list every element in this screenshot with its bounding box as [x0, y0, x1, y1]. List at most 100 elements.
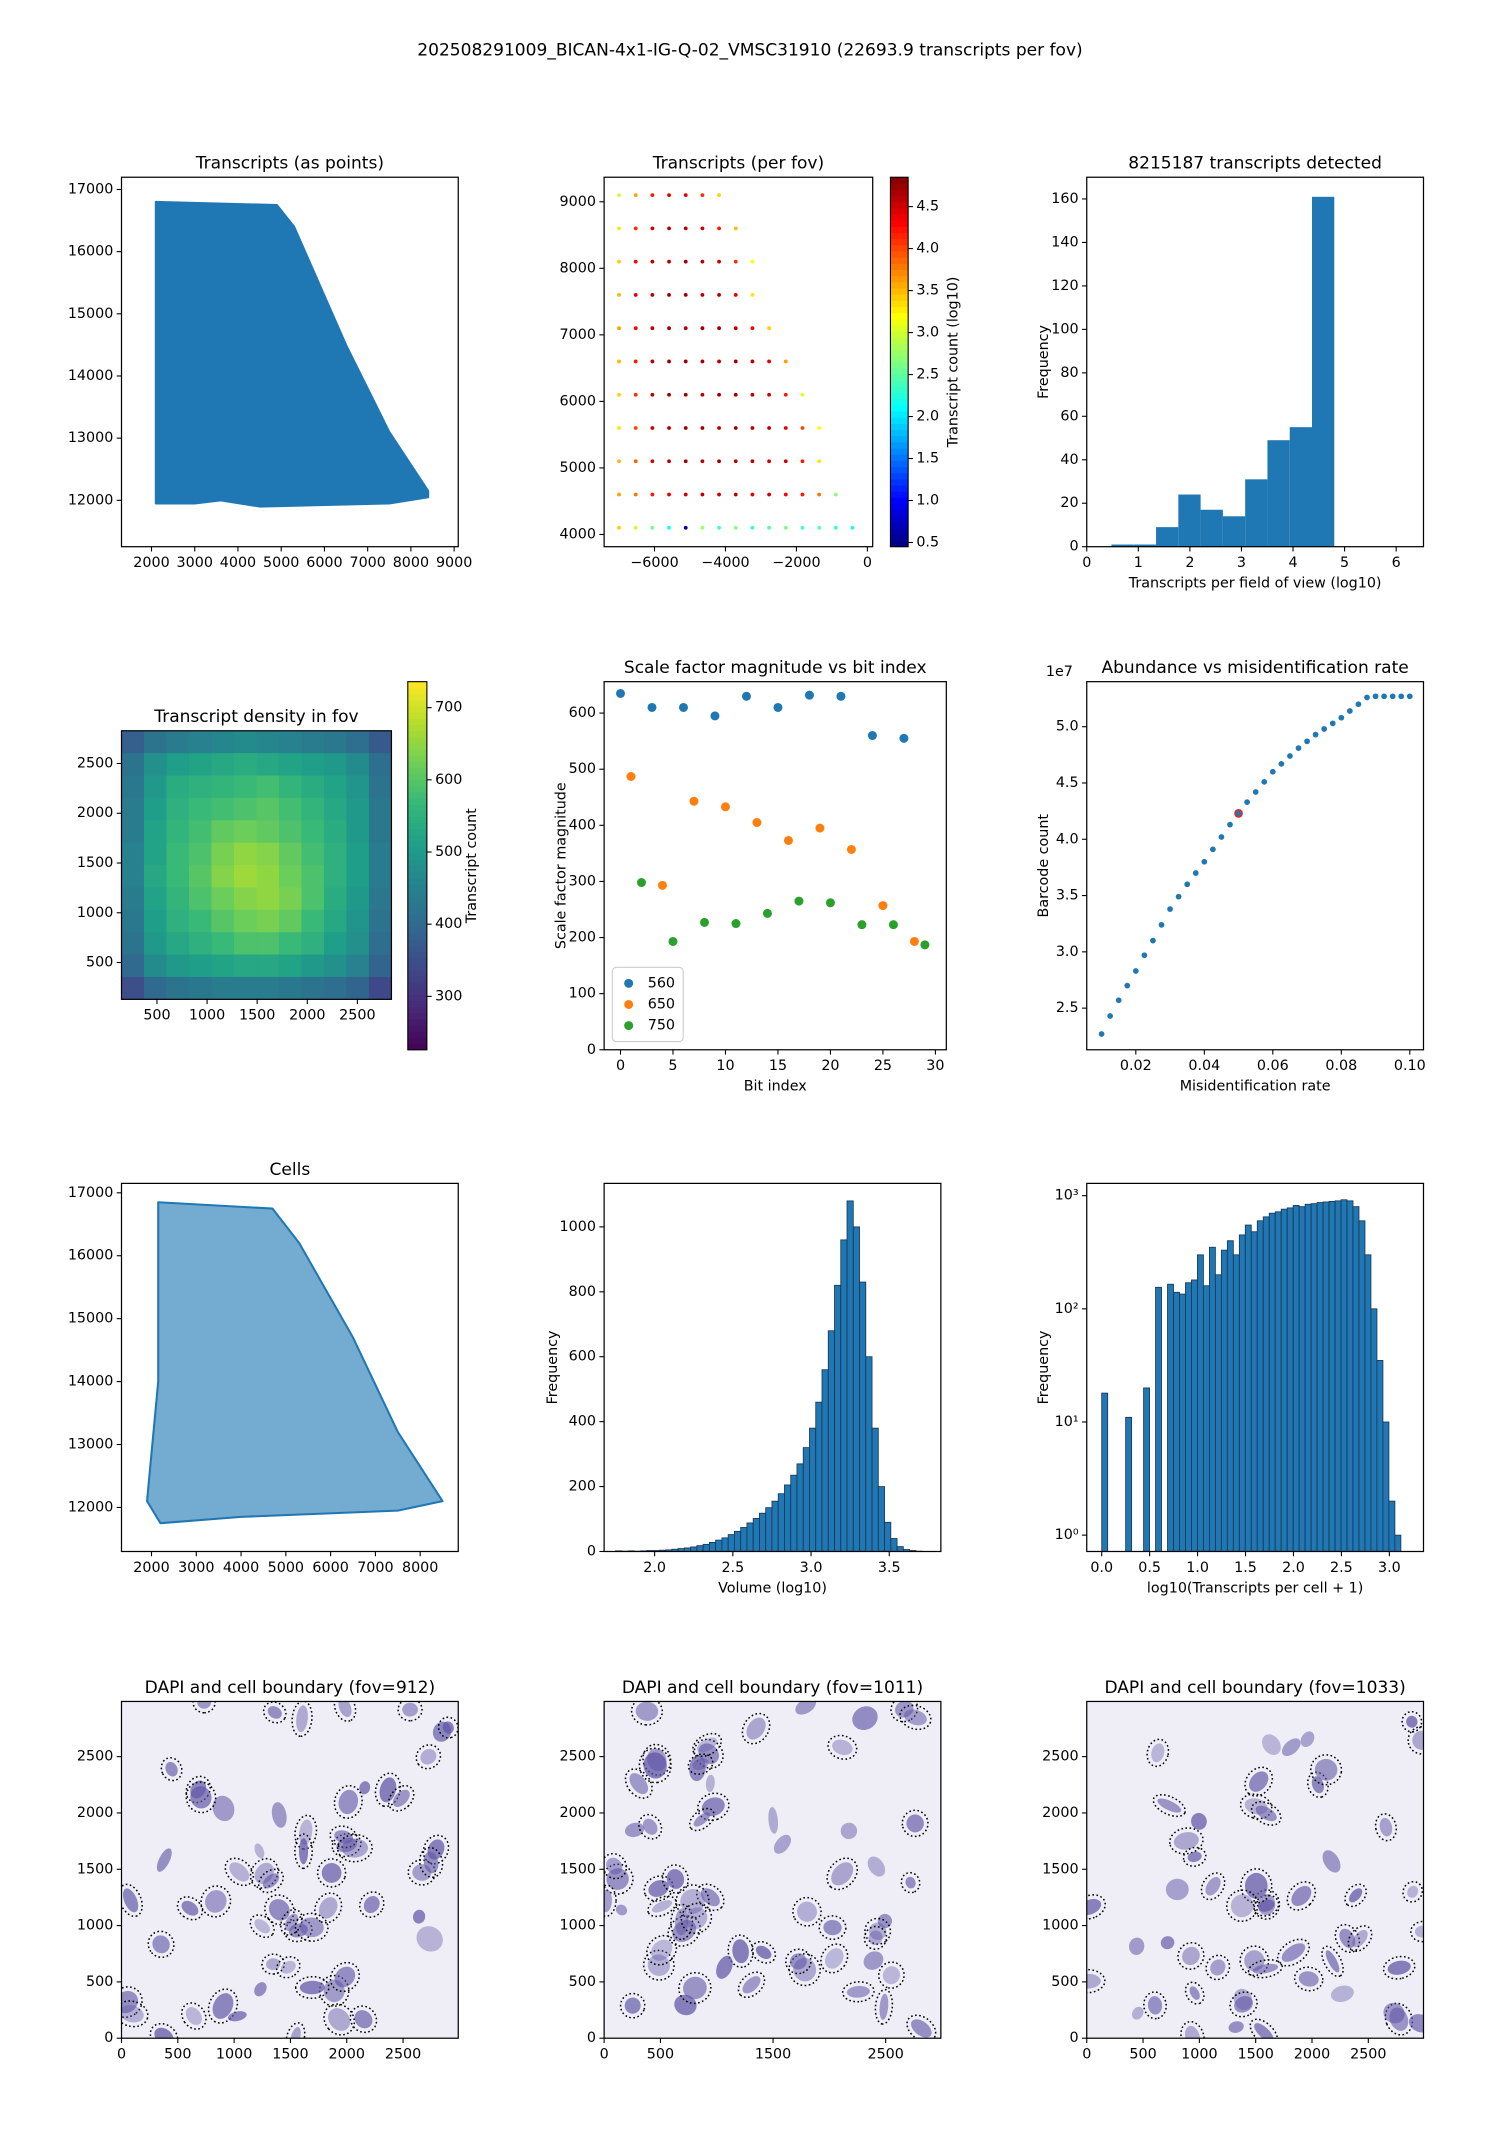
nucleus: [1383, 2002, 1405, 2024]
panel: Abundance vs misidentification rate 0.02 0…: [1036, 658, 1426, 1095]
bar: [1286, 1207, 1294, 1552]
axes-frame: [120, 730, 393, 1000]
cell-boundary: [1253, 1894, 1280, 1917]
bar: [1238, 1234, 1246, 1552]
nucleus: [1160, 1936, 1175, 1950]
point: [717, 293, 721, 297]
y-tick-label: 17000: [68, 1185, 113, 1201]
heat-cell: [368, 775, 392, 799]
point: [650, 359, 655, 364]
cell-boundary: [661, 1864, 689, 1894]
heat-cell: [346, 954, 370, 978]
heat-cell: [278, 932, 303, 956]
nucleus: [698, 1743, 720, 1765]
colorbar-swatch: [890, 485, 909, 492]
heat-cell: [188, 909, 213, 933]
panel-title: Transcripts (per fov): [652, 154, 824, 174]
y-tick-label: 500: [1051, 1974, 1078, 1990]
point: [783, 525, 788, 530]
nucleus: [229, 1862, 250, 1882]
plot-area: [615, 1200, 923, 1552]
point: [817, 426, 822, 430]
bar: [702, 1543, 710, 1552]
point: [650, 293, 655, 297]
heat-cell: [121, 976, 145, 1000]
bar: [727, 1534, 735, 1552]
nucleus: [296, 1705, 308, 1733]
heat-cell: [143, 976, 168, 1000]
bar: [1208, 1246, 1216, 1552]
y-tick-label: 1500: [560, 1861, 596, 1877]
heat-cell: [188, 842, 213, 866]
axes-frame: [120, 176, 459, 548]
point: [683, 392, 688, 397]
cell-boundary: [1177, 1941, 1205, 1970]
axes-frame: [120, 1182, 459, 1553]
nucleus: [696, 1737, 718, 1753]
cell-boundary: [1239, 1945, 1270, 1977]
cell-boundary: [1276, 1938, 1310, 1967]
cell-boundary: [1384, 2002, 1414, 2036]
y-axis-label: Frequency: [1036, 1330, 1052, 1404]
nucleus: [328, 2008, 351, 2031]
point: [1158, 921, 1165, 928]
nucleus: [1314, 1758, 1338, 1781]
x-tick-label: 0: [616, 1058, 625, 1074]
axis-offset-text: 1e7: [1046, 664, 1073, 680]
nucleus: [185, 2007, 202, 2026]
point: [667, 392, 671, 397]
point: [1261, 778, 1268, 785]
heat-cell: [301, 887, 325, 911]
cell-boundary: [316, 1858, 347, 1888]
colorbar-swatch: [890, 355, 909, 363]
y-tick-label: 16000: [68, 244, 113, 260]
y-tick-label: 5000: [560, 460, 596, 476]
x-tick-label: 2: [1185, 555, 1194, 571]
panel-title: Transcript density in fov: [153, 707, 358, 727]
x-tick-label: −4000: [701, 555, 749, 571]
x-tick-label: 0: [1082, 555, 1091, 571]
cell-boundary: [642, 1949, 675, 1981]
colorbar-swatch: [407, 994, 427, 1002]
point: [650, 525, 655, 530]
x-axis-label: log10(Transcripts per cell + 1): [1147, 1580, 1363, 1596]
bar: [1346, 1200, 1354, 1552]
colorbar-swatch: [407, 693, 427, 701]
y-tick-label: 10⁰: [1055, 1527, 1079, 1543]
point: [615, 688, 625, 698]
point: [752, 818, 762, 828]
point: [667, 193, 671, 198]
bar: [1274, 1211, 1282, 1552]
y-tick-label: 500: [569, 1974, 596, 1990]
bar: [746, 1522, 754, 1552]
image-background: [1086, 1701, 1424, 2039]
nucleus: [1205, 1877, 1221, 1896]
nucleus: [334, 1966, 356, 1988]
cell-boundary: [336, 1833, 373, 1863]
colorbar-swatch: [407, 773, 427, 781]
heat-cell: [368, 909, 392, 933]
cell-boundary: [1182, 1846, 1207, 1867]
cell-boundary: [207, 1988, 239, 2024]
point: [650, 459, 655, 464]
point: [1312, 731, 1319, 738]
y-axis-label: Scale factor magnitude: [554, 782, 570, 949]
colorbar-swatch: [407, 761, 427, 768]
bar: [877, 1486, 885, 1552]
heat-cell: [211, 976, 235, 1000]
nucleus: [1387, 1960, 1411, 1975]
highlight-point: [1234, 809, 1243, 818]
cell-boundary: [1310, 1754, 1343, 1786]
cell-boundary: [249, 1914, 275, 1939]
cell-boundary: [864, 1917, 892, 1945]
heat-cell: [233, 775, 258, 799]
cell-boundary: [294, 1912, 329, 1942]
x-tick-label: 9000: [436, 555, 472, 571]
nucleus: [423, 1851, 439, 1874]
heat-cell: [188, 753, 213, 777]
nucleus: [882, 1966, 900, 1985]
cell-boundary: [604, 1884, 617, 1918]
x-axis-label: Volume (log10): [718, 1580, 827, 1596]
y-tick-label: 13000: [68, 430, 113, 446]
y-tick-label: 0: [587, 1042, 596, 1058]
